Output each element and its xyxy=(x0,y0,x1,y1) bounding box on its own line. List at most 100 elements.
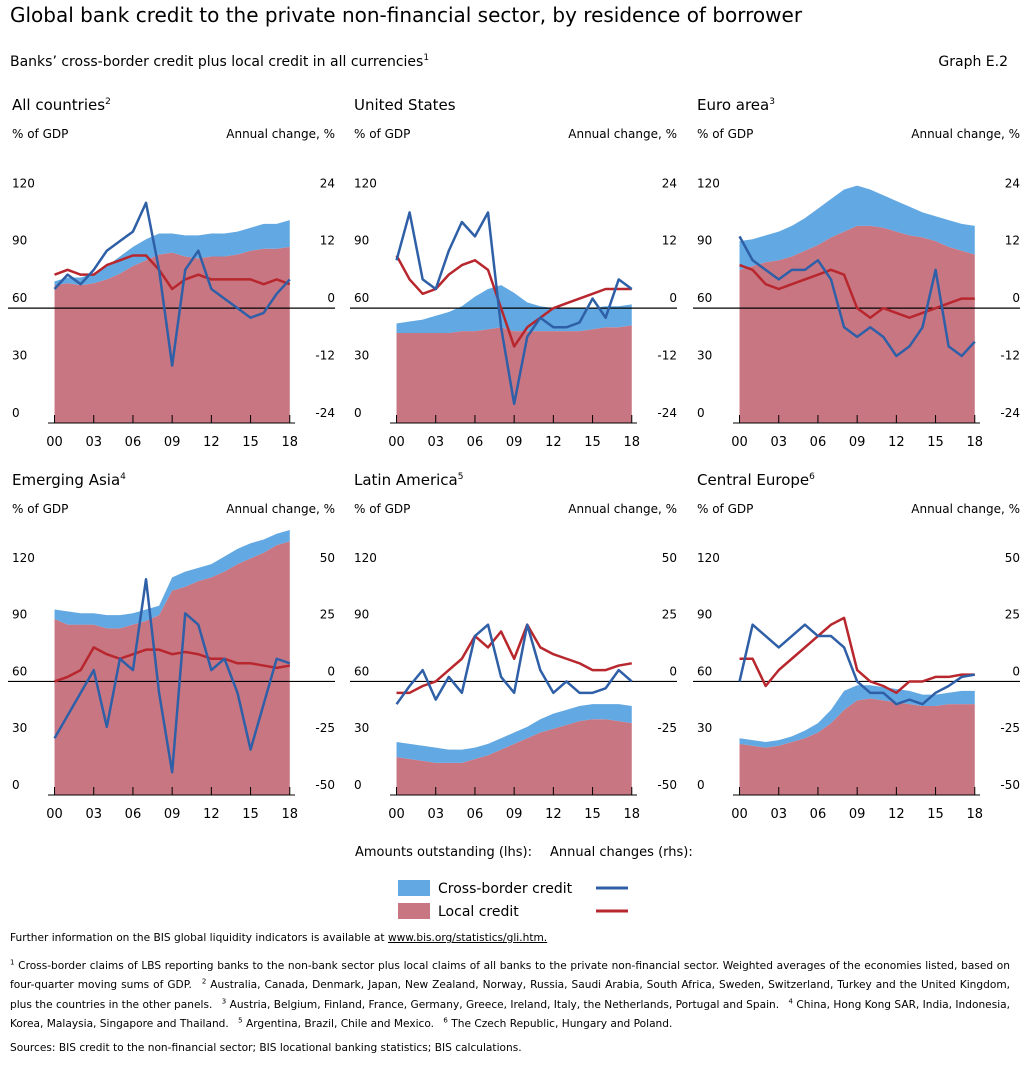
legend-swatch xyxy=(398,880,430,896)
footnote-mark: 1 xyxy=(10,958,15,966)
y2-tick-label: 0 xyxy=(669,291,677,305)
y2-tick-label: 12 xyxy=(1005,234,1020,248)
x-tick-label: 06 xyxy=(125,807,142,822)
chart-subtitle: Banks’ cross-border credit plus local cr… xyxy=(10,53,429,70)
area-cross-border xyxy=(54,220,290,286)
y2-tick-label: -24 xyxy=(657,406,677,420)
panel: United States% of GDP Annual change, %030… xyxy=(350,96,677,450)
y2-tick-label: 0 xyxy=(669,664,677,678)
footnote-mark: 4 xyxy=(788,997,794,1006)
y2-tick-label: -25 xyxy=(1000,721,1020,735)
panel-title-text: Euro area xyxy=(697,96,769,114)
x-tick-label: 15 xyxy=(242,807,259,822)
y-tick-label: 90 xyxy=(12,608,27,622)
x-tick-label: 06 xyxy=(467,807,484,822)
x-tick-label: 18 xyxy=(281,435,298,450)
line-local-change xyxy=(739,263,975,319)
x-tick-label: 12 xyxy=(203,435,220,450)
panel-title-text: Emerging Asia xyxy=(12,471,120,489)
line-local-change xyxy=(739,616,975,695)
x-tick-label: 06 xyxy=(810,435,827,450)
panel: All countries2% of GDP Annual change, %03… xyxy=(8,96,335,450)
y-tick-label: 30 xyxy=(354,349,369,363)
line-cross-border-change xyxy=(395,211,633,406)
footnote-mark: 2 xyxy=(201,977,207,986)
line-local-change xyxy=(54,254,291,291)
x-tick-label: 09 xyxy=(164,807,181,822)
area-cross-border xyxy=(54,530,290,629)
y-tick-label: 0 xyxy=(12,778,20,792)
x-tick-label: 12 xyxy=(545,435,562,450)
footnote: 6 The Czech Republic, Hungary and Poland… xyxy=(443,1017,672,1031)
x-tick-label: 18 xyxy=(966,807,983,822)
x-tick-label: 00 xyxy=(46,807,63,822)
x-tick-label: 15 xyxy=(584,435,601,450)
x-tick-label: 12 xyxy=(545,807,562,822)
x-tick-label: 00 xyxy=(388,807,405,822)
line-local-change xyxy=(54,646,290,683)
area-cross-border xyxy=(396,704,632,763)
x-tick-label: 03 xyxy=(85,807,102,822)
y-tick-label: 90 xyxy=(354,234,369,248)
legend-rhs-title: Annual changes (rhs): xyxy=(550,845,693,860)
footnote: 2 Australia, Canada, Denmark, Japan, New… xyxy=(10,977,1011,1011)
notes: Further information on the BIS global li… xyxy=(10,930,1010,1064)
y-tick-label: 0 xyxy=(12,406,20,420)
chart-title: Global bank credit to the private non-fi… xyxy=(10,3,803,27)
y2-tick-label: -12 xyxy=(315,349,335,363)
x-tick-label: 03 xyxy=(85,435,102,450)
area-local xyxy=(396,325,632,423)
panel-title-note: 3 xyxy=(769,97,775,107)
line-cross-border-change xyxy=(738,235,976,358)
y2-tick-label: 24 xyxy=(662,176,677,190)
y2-tick-label: 0 xyxy=(1012,664,1020,678)
footnote-text: Argentina, Brazil, Chile and Mexico. xyxy=(245,1018,435,1031)
y2-axis-label: Annual change, % xyxy=(568,502,677,516)
y-tick-label: 90 xyxy=(697,608,712,622)
panel-title: Latin America5 xyxy=(354,471,463,489)
legend-label: Local credit xyxy=(438,904,519,920)
legend-lhs-title: Amounts outstanding (lhs): xyxy=(355,845,532,860)
sources: Sources: BIS credit to the non-financial… xyxy=(10,1042,522,1055)
x-tick-label: 12 xyxy=(888,807,905,822)
y-axis-label: % of GDP xyxy=(354,502,410,516)
further-link: www.bis.org/statistics/gli.htm. xyxy=(387,932,548,944)
y-tick-label: 60 xyxy=(12,291,27,305)
footnote: 5 Argentina, Brazil, Chile and Mexico. xyxy=(238,1016,435,1031)
x-tick-label: 09 xyxy=(849,807,866,822)
y2-tick-label: -25 xyxy=(315,721,335,735)
y-tick-label: 0 xyxy=(697,406,705,420)
y2-tick-label: -50 xyxy=(657,778,677,792)
y2-tick-label: 24 xyxy=(1005,176,1020,190)
x-tick-label: 03 xyxy=(770,435,787,450)
x-tick-label: 18 xyxy=(966,435,983,450)
panel: Central Europe6 % of GDP Annual change, % 0… xyxy=(693,471,1020,822)
y2-tick-label: 25 xyxy=(662,608,677,622)
x-tick-label: 18 xyxy=(623,807,640,822)
y2-tick-label: 0 xyxy=(1012,291,1020,305)
footnote-text: Cross-border claims of LBS reporting ban… xyxy=(10,959,1010,992)
footnote-mark: 5 xyxy=(238,1016,243,1025)
y-tick-label: 90 xyxy=(354,608,369,622)
line-cross-border-change xyxy=(53,201,291,367)
legend-label: Cross-border credit xyxy=(438,881,573,897)
panel-title-note: 5 xyxy=(458,472,464,482)
footnote-text: Australia, Canada, Denmark, Japan, New Z… xyxy=(10,979,1011,1011)
x-tick-label: 15 xyxy=(584,807,601,822)
area-cross-border xyxy=(739,185,975,270)
further-text: Further information on the BIS global li… xyxy=(10,932,388,944)
panel-title-text: All countries xyxy=(12,96,105,114)
footnote: 3 Austria, Belgium, Finland, France, Ger… xyxy=(222,997,779,1011)
area-local xyxy=(54,541,290,795)
y-tick-label: 0 xyxy=(354,406,362,420)
y2-tick-label: -12 xyxy=(1000,349,1020,363)
area-cross-border xyxy=(396,285,632,334)
y2-tick-label: -12 xyxy=(657,349,677,363)
y2-tick-label: -24 xyxy=(1000,406,1020,420)
x-tick-label: 12 xyxy=(888,435,905,450)
y2-tick-label: -25 xyxy=(657,721,677,735)
chart: Global bank credit to the private non-fi… xyxy=(8,3,1020,920)
panel-title: Emerging Asia4 xyxy=(12,471,126,489)
y2-tick-label: -50 xyxy=(1000,778,1020,792)
y-tick-label: 60 xyxy=(354,664,369,678)
